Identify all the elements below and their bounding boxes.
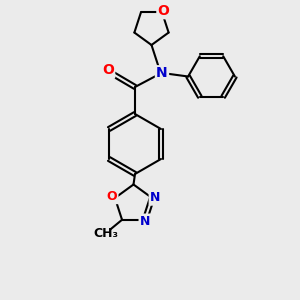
Text: N: N: [156, 67, 168, 80]
Text: O: O: [106, 190, 117, 203]
Text: CH₃: CH₃: [93, 227, 118, 240]
Text: O: O: [102, 64, 114, 77]
Text: N: N: [150, 191, 160, 205]
Text: N: N: [140, 215, 150, 228]
Text: O: O: [158, 4, 169, 18]
